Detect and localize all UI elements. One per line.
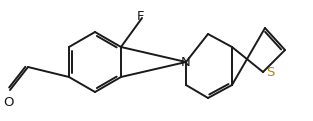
Text: S: S	[266, 65, 274, 79]
Text: F: F	[137, 10, 145, 23]
Text: N: N	[181, 56, 191, 68]
Text: O: O	[4, 96, 14, 109]
